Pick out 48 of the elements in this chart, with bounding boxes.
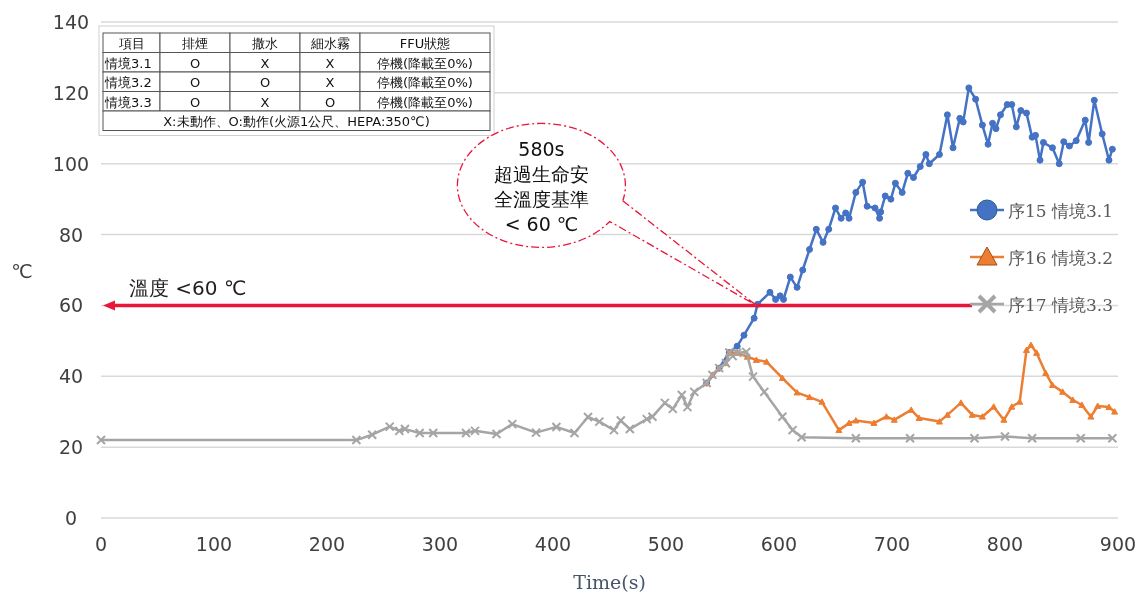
annotation: 情境3.2 [104,75,152,90]
y-tick-label: 140 [52,11,90,33]
annotation: X [325,55,335,71]
annotation: O [189,94,201,110]
x-axis-title: Time(s) [573,571,646,593]
annotation: O [189,75,201,90]
x-tick-label: 700 [873,533,911,555]
x-tick-label: 300 [421,533,459,555]
ref-line-label: 溫度 <60 ℃ [129,276,247,301]
y-axis-title: ℃ [11,260,33,282]
x-tick-label: 600 [760,533,798,555]
annotation: 超過生命安全溫度基準 [493,163,589,211]
annotation: 項目 [117,36,145,51]
annotation: 停機(降載至0%) [377,94,473,110]
legend-label: 序16 情境3.2 [1008,248,1114,268]
annotation: X [260,94,270,110]
annotation: X [325,75,335,90]
x-tick-label: 200 [308,533,346,555]
annotation: 情境3.1 [104,55,152,71]
annotation: X:未動作、O:動作(火源1公尺、HEPA:350℃) [163,114,430,129]
y-tick-label: 60 [58,294,84,317]
x-tick-label: 500 [647,533,685,555]
annotation: O [324,94,336,110]
annotation: 撒水 [252,36,278,51]
annotation: X [260,55,270,71]
y-tick-label: 80 [58,223,84,246]
annotation: 細水霧 [309,36,350,51]
legend-label: 序17 情境3.3 [1008,295,1114,315]
x-tick-label: 900 [1099,533,1137,555]
y-tick-label: 40 [58,365,84,388]
x-tick-label: 400 [534,533,572,555]
x-tick-label: 800 [986,533,1024,555]
annotation: < 60 ℃ [504,213,579,236]
x-tick-label: 0 [94,533,108,555]
x-tick-label: 100 [195,533,233,555]
y-tick-label: 20 [58,436,84,459]
y-tick-label: 0 [64,507,78,529]
annotation: 停機(降載至0%) [377,75,473,90]
y-tick-label: 100 [52,152,90,175]
y-tick-label: 120 [52,81,90,104]
annotation: O [259,75,271,90]
annotation: 停機(降載至0%) [377,55,473,71]
annotation: 排煙 [182,36,208,51]
annotation: 情境3.3 [104,94,152,110]
legend-label: 序15 情境3.1 [1008,201,1114,221]
annotation: 580s [518,138,565,161]
annotation: O [189,55,201,71]
annotation: FFU狀態 [399,36,451,51]
